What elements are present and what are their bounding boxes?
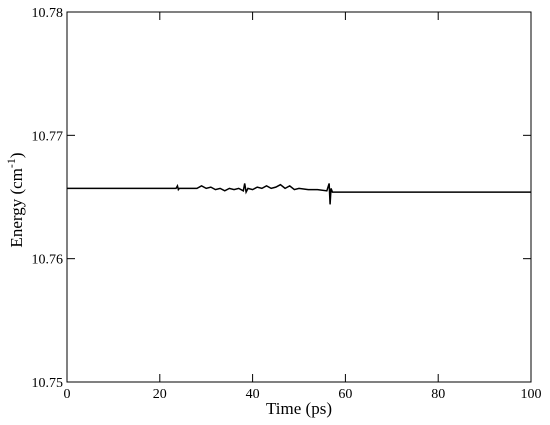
y-axis-label-sup: -1 xyxy=(4,158,18,168)
x-tick-label: 80 xyxy=(431,387,445,402)
x-tick-label: 0 xyxy=(64,387,71,402)
y-tick-label: 10.76 xyxy=(32,253,64,268)
x-tick-label: 100 xyxy=(521,387,542,402)
x-tick-label: 40 xyxy=(246,387,260,402)
y-axis-label-main: Energy (cm xyxy=(7,168,26,247)
data-line xyxy=(67,183,531,205)
y-tick-label: 10.75 xyxy=(32,376,64,391)
y-tick-label: 10.78 xyxy=(32,6,64,21)
y-tick-label: 10.77 xyxy=(32,129,64,144)
y-axis-label-end: ) xyxy=(7,152,26,158)
x-axis-label: Time (ps) xyxy=(266,399,332,418)
x-tick-label: 20 xyxy=(153,387,167,402)
plot-frame xyxy=(66,11,532,383)
y-axis-label: Energy (cm-1) xyxy=(4,152,26,247)
x-tick-label: 60 xyxy=(338,387,352,402)
